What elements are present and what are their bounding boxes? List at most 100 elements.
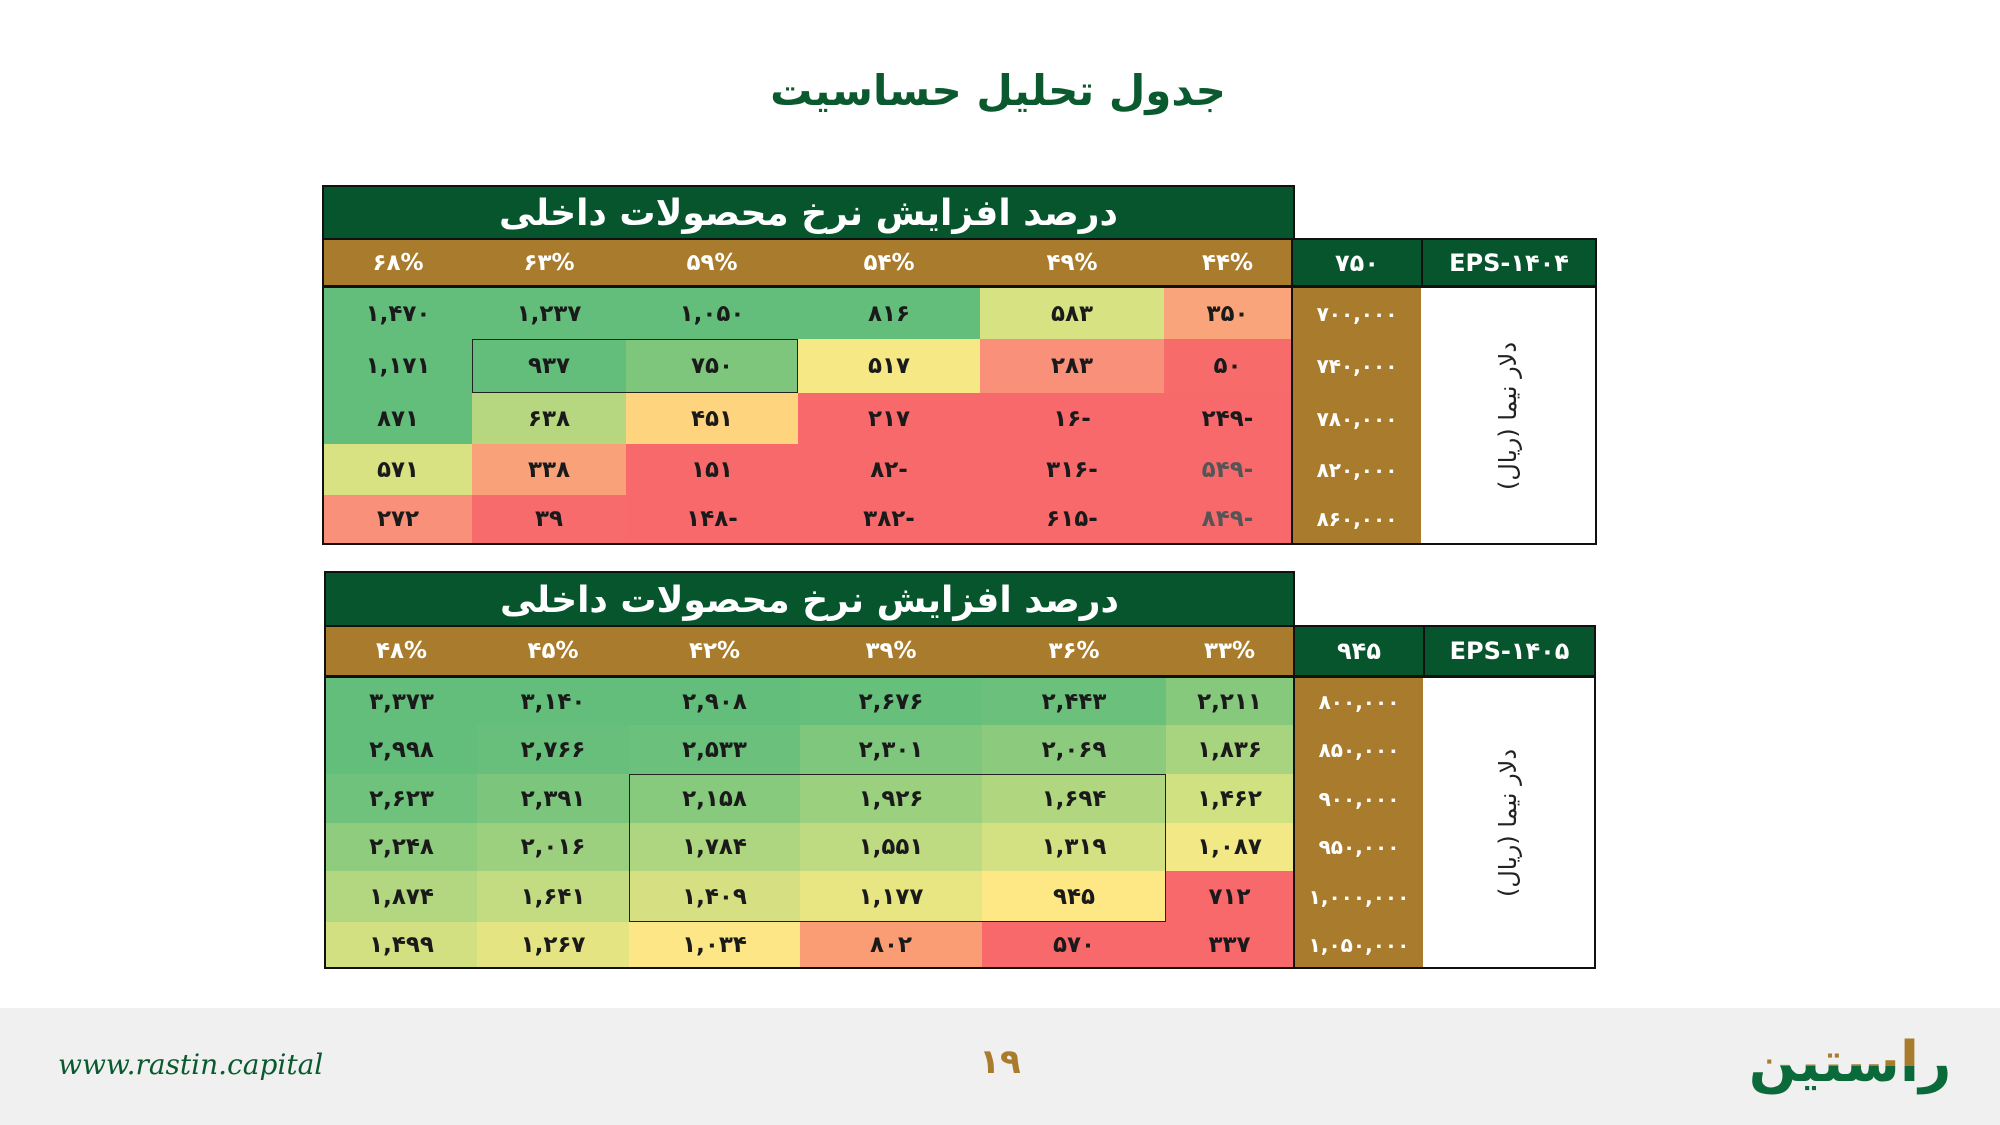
column-header: ۳۳% [1166, 627, 1293, 678]
table-cell: ۹۳۷ [472, 339, 626, 393]
column-header: ۵۴% [798, 240, 980, 288]
table-cell: -۱۴۸ [626, 495, 798, 543]
column-header: ۴۲% [629, 627, 800, 678]
table-cell: ۱,۰۳۴ [629, 922, 800, 967]
table-cell: ۱,۱۷۱ [324, 339, 472, 393]
column-header: ۳۹% [800, 627, 982, 678]
table-cell: ۵۷۱ [324, 444, 472, 495]
row-header: ۷۰۰,۰۰۰ [1291, 288, 1421, 339]
side-axis-label-text: دلار نیما (ریال) [1494, 748, 1523, 897]
table-cell: -۳۸۲ [798, 495, 980, 543]
table-cell: ۳۹ [472, 495, 626, 543]
table-cell: ۷۵۰ [626, 339, 798, 393]
table-cell: ۵۰ [1164, 339, 1291, 393]
table-cell: ۱,۴۶۲ [1166, 774, 1293, 823]
table-cell: ۲,۶۲۳ [326, 774, 477, 823]
table-cell: ۱,۴۷۰ [324, 288, 472, 339]
table-cell: ۴۵۱ [626, 393, 798, 444]
table-cell: ۲,۳۹۱ [477, 774, 629, 823]
row-header: ۷۸۰,۰۰۰ [1291, 393, 1421, 444]
website-link[interactable]: www.rastin.capital [58, 1048, 324, 1081]
table-cell: ۳۵۰ [1164, 288, 1291, 339]
table-cell: -۶۱۵ [980, 495, 1164, 543]
table-cell: ۱,۲۳۷ [472, 288, 626, 339]
table-cell: ۲,۳۰۱ [800, 725, 982, 774]
row-header: ۸۰۰,۰۰۰ [1293, 678, 1423, 725]
eps-header: EPS-۱۴۰۵ [1423, 627, 1594, 678]
side-axis-label: دلار نیما (ریال) [1421, 288, 1595, 543]
table-cell: ۱۵۱ [626, 444, 798, 495]
table-cell: ۵۷۰ [982, 922, 1166, 967]
table-cell: -۸۲ [798, 444, 980, 495]
table-cell: -۳۱۶ [980, 444, 1164, 495]
table-cell: ۸۷۱ [324, 393, 472, 444]
column-header: ۵۹% [626, 240, 798, 288]
table-cell: ۱,۲۶۷ [477, 922, 629, 967]
page-number: ۱۹ [979, 1042, 1021, 1082]
table-cell: ۱,۹۲۶ [800, 774, 982, 823]
table-cell: ۱,۶۹۴ [982, 774, 1166, 823]
table-cell: ۵۸۳ [980, 288, 1164, 339]
row-header: ۸۵۰,۰۰۰ [1293, 725, 1423, 774]
table-cell: -۵۴۹ [1164, 444, 1291, 495]
row-header: ۱,۰۵۰,۰۰۰ [1293, 922, 1423, 967]
table-cell: ۲,۰۱۶ [477, 823, 629, 871]
column-header: ۶۳% [472, 240, 626, 288]
footer [0, 1008, 2000, 1125]
row-header: ۷۴۰,۰۰۰ [1291, 339, 1421, 393]
table-cell: ۱,۰۵۰ [626, 288, 798, 339]
rastin-logo: راستین [1740, 1028, 1960, 1098]
table-cell: ۳,۳۷۳ [326, 678, 477, 725]
table-cell: ۱,۶۴۱ [477, 871, 629, 922]
table-cell: ۲,۶۷۶ [800, 678, 982, 725]
table-cell: ۳,۱۴۰ [477, 678, 629, 725]
table-cell: ۱,۴۰۹ [629, 871, 800, 922]
row-header: ۸۶۰,۰۰۰ [1291, 495, 1421, 543]
table-cell: ۱,۴۹۹ [326, 922, 477, 967]
table-cell: ۵۱۷ [798, 339, 980, 393]
table-cell: ۱,۵۵۱ [800, 823, 982, 871]
column-header: ۳۶% [982, 627, 1166, 678]
table-cell: ۲۱۷ [798, 393, 980, 444]
table-cell: -۱۶ [980, 393, 1164, 444]
table-cell: ۲,۷۶۶ [477, 725, 629, 774]
table-cell: ۶۳۸ [472, 393, 626, 444]
table2-banner: درصد افزایش نرخ محصولات داخلی [324, 571, 1295, 627]
table-cell: ۱,۳۱۹ [982, 823, 1166, 871]
table-cell: ۹۴۵ [982, 871, 1166, 922]
table-cell: ۱,۰۸۷ [1166, 823, 1293, 871]
table-cell: ۲,۹۹۸ [326, 725, 477, 774]
table-cell: ۸۰۲ [800, 922, 982, 967]
row-header: ۸۲۰,۰۰۰ [1291, 444, 1421, 495]
table-cell: ۱,۸۷۴ [326, 871, 477, 922]
eps-header: EPS-۱۴۰۴ [1421, 240, 1595, 288]
column-header: ۶۸% [324, 240, 472, 288]
side-axis-label: دلار نیما (ریال) [1423, 678, 1594, 967]
table-cell: ۱,۱۷۷ [800, 871, 982, 922]
column-header: ۴۸% [326, 627, 477, 678]
column-header: ۴۵% [477, 627, 629, 678]
table-cell: ۳۳۷ [1166, 922, 1293, 967]
table-cell: -۲۴۹ [1164, 393, 1291, 444]
sensitivity-table-1404: EPS-۱۴۰۴ ۷۵۰ ۴۴% ۴۹% ۵۴% ۵۹% ۶۳% ۶۸% دلار نیما (… [322, 238, 1597, 545]
table-cell: ۱,۸۳۶ [1166, 725, 1293, 774]
row-header: ۱,۰۰۰,۰۰۰ [1293, 871, 1423, 922]
table-cell: ۲,۲۱۱ [1166, 678, 1293, 725]
page-title: جدول تحلیل حساسیت [770, 66, 1226, 115]
table-cell: ۲,۴۴۳ [982, 678, 1166, 725]
row-header: ۹۵۰,۰۰۰ [1293, 823, 1423, 871]
base-eps-value: ۹۴۵ [1293, 627, 1423, 678]
table-cell: ۲۷۲ [324, 495, 472, 543]
table-cell: ۱,۷۸۴ [629, 823, 800, 871]
table1-banner: درصد افزایش نرخ محصولات داخلی [322, 185, 1295, 240]
row-header: ۹۰۰,۰۰۰ [1293, 774, 1423, 823]
table-cell: ۲,۹۰۸ [629, 678, 800, 725]
column-header: ۴۴% [1164, 240, 1291, 288]
side-axis-label-text: دلار نیما (ریال) [1494, 341, 1523, 490]
table-cell: ۲۸۳ [980, 339, 1164, 393]
table-cell: ۲,۱۵۸ [629, 774, 800, 823]
base-eps-value: ۷۵۰ [1291, 240, 1421, 288]
table-cell: ۳۳۸ [472, 444, 626, 495]
sensitivity-table-1405: EPS-۱۴۰۵ ۹۴۵ ۳۳% ۳۶% ۳۹% ۴۲% ۴۵% ۴۸% دلار نیما (… [324, 625, 1596, 969]
table-cell: ۷۱۲ [1166, 871, 1293, 922]
